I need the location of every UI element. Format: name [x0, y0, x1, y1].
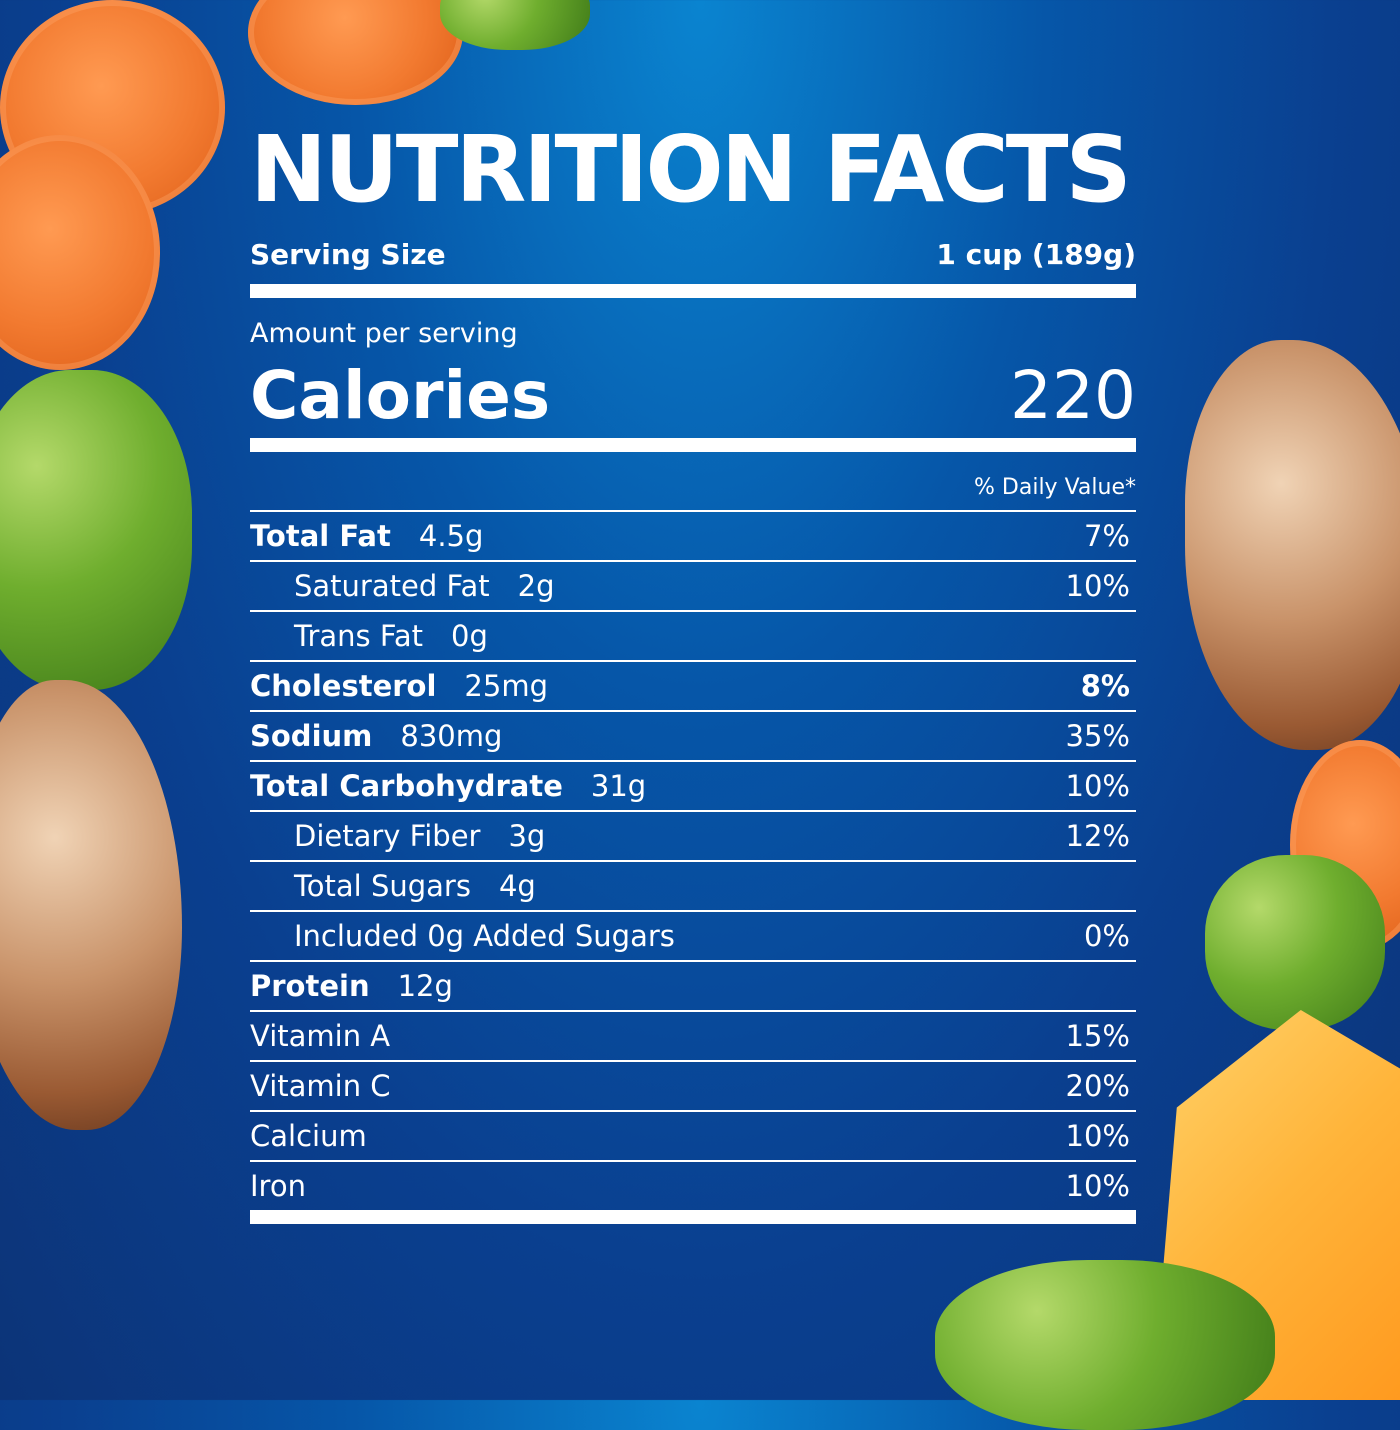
- nutrient-daily-value: 10%: [1065, 1119, 1130, 1153]
- nutrient-name: Trans Fat: [294, 619, 424, 653]
- nutrient-row-dietary-fiber: Dietary Fiber 3g 12%: [250, 810, 1136, 860]
- nutrient-row-saturated-fat: Saturated Fat 2g 10%: [250, 560, 1136, 610]
- divider-thick: [250, 284, 1136, 298]
- chicken-piece-image: [0, 680, 182, 1130]
- calories-value: 220: [1010, 357, 1136, 434]
- nutrient-name: Dietary Fiber: [294, 819, 481, 853]
- nutrient-name: Vitamin A: [250, 1019, 391, 1053]
- nutrient-row-total-sugars: Total Sugars 4g: [250, 860, 1136, 910]
- nutrient-row-cholesterol: Cholesterol 25mg 8%: [250, 660, 1136, 710]
- divider-thick: [250, 438, 1136, 452]
- nutrient-row-calcium: Calcium 10%: [250, 1110, 1136, 1160]
- nutrient-daily-value: 10%: [1065, 569, 1130, 603]
- broccoli-image: [1205, 855, 1385, 1030]
- divider-thick-bottom: [250, 1210, 1136, 1224]
- amount-per-serving-label: Amount per serving: [250, 318, 518, 349]
- serving-size-value: 1 cup (189g): [936, 237, 1136, 271]
- nutrient-list: Total Fat 4.5g 7% Saturated Fat 2g 10% Tra…: [250, 510, 1136, 1210]
- nutrient-row-total-carbohydrate: Total Carbohydrate 31g 10%: [250, 760, 1136, 810]
- nutrient-name: Included 0g Added Sugars: [294, 919, 675, 953]
- carrot-slice-image: [0, 135, 160, 370]
- nutrient-amount: 4.5g: [418, 519, 484, 553]
- nutrient-daily-value: 12%: [1065, 819, 1130, 853]
- nutrient-amount: 4g: [498, 869, 536, 903]
- nutrient-name: Cholesterol: [250, 669, 437, 703]
- nutrient-amount: 0g: [451, 619, 488, 653]
- nutrient-amount: 25mg: [464, 669, 548, 703]
- carrot-slice-image: [248, 0, 463, 105]
- nutrient-row-added-sugars: Included 0g Added Sugars 0%: [250, 910, 1136, 960]
- nutrient-name: Total Fat: [250, 519, 391, 553]
- nutrient-amount: 31g: [590, 769, 647, 803]
- nutrition-facts-panel: NUTRITION FACTS Serving Size 1 cup (189g…: [250, 120, 1136, 1224]
- nutrient-name: Total Sugars: [294, 869, 471, 903]
- nutrient-name: Iron: [250, 1169, 306, 1203]
- broccoli-image: [440, 0, 590, 50]
- broccoli-image: [935, 1260, 1275, 1430]
- nutrient-name: Saturated Fat: [294, 569, 490, 603]
- nutrient-name: Protein: [250, 969, 370, 1003]
- nutrient-row-iron: Iron 10%: [250, 1160, 1136, 1210]
- nutrient-amount: 2g: [517, 569, 555, 603]
- nutrient-amount: 830mg: [400, 719, 503, 753]
- page-title: NUTRITION FACTS: [250, 116, 1132, 223]
- broccoli-image: [0, 370, 192, 690]
- nutrient-amount: 3g: [508, 819, 546, 853]
- daily-value-header: % Daily Value*: [974, 475, 1136, 500]
- nutrient-daily-value: 15%: [1065, 1019, 1130, 1053]
- nutrient-name: Sodium: [250, 719, 373, 753]
- nutrient-row-vitamin-a: Vitamin A 15%: [250, 1010, 1136, 1060]
- nutrient-amount: 12g: [397, 969, 453, 1003]
- calories-label: Calories: [250, 357, 551, 434]
- nutrient-name: Vitamin C: [250, 1069, 391, 1103]
- nutrient-daily-value: 10%: [1065, 1169, 1130, 1203]
- nutrient-row-protein: Protein 12g: [250, 960, 1136, 1010]
- calories-row: Calories 220: [250, 354, 1136, 438]
- nutrient-daily-value: 8%: [1080, 669, 1130, 703]
- serving-size-label: Serving Size: [250, 237, 446, 271]
- nutrient-row-sodium: Sodium 830mg 35%: [250, 710, 1136, 760]
- chicken-piece-image: [1185, 340, 1400, 750]
- nutrient-name: Total Carbohydrate: [250, 769, 563, 803]
- nutrient-daily-value: 20%: [1065, 1069, 1130, 1103]
- serving-size-row: Serving Size 1 cup (189g): [250, 224, 1136, 284]
- nutrient-daily-value: 10%: [1065, 769, 1130, 803]
- nutrient-daily-value: 0%: [1083, 919, 1130, 953]
- nutrient-row-trans-fat: Trans Fat 0g: [250, 610, 1136, 660]
- nutrient-row-vitamin-c: Vitamin C 20%: [250, 1060, 1136, 1110]
- nutrient-daily-value: 35%: [1065, 719, 1130, 753]
- nutrient-name: Calcium: [250, 1119, 367, 1153]
- nutrient-row-total-fat: Total Fat 4.5g 7%: [250, 510, 1136, 560]
- nutrient-daily-value: 7%: [1083, 519, 1130, 553]
